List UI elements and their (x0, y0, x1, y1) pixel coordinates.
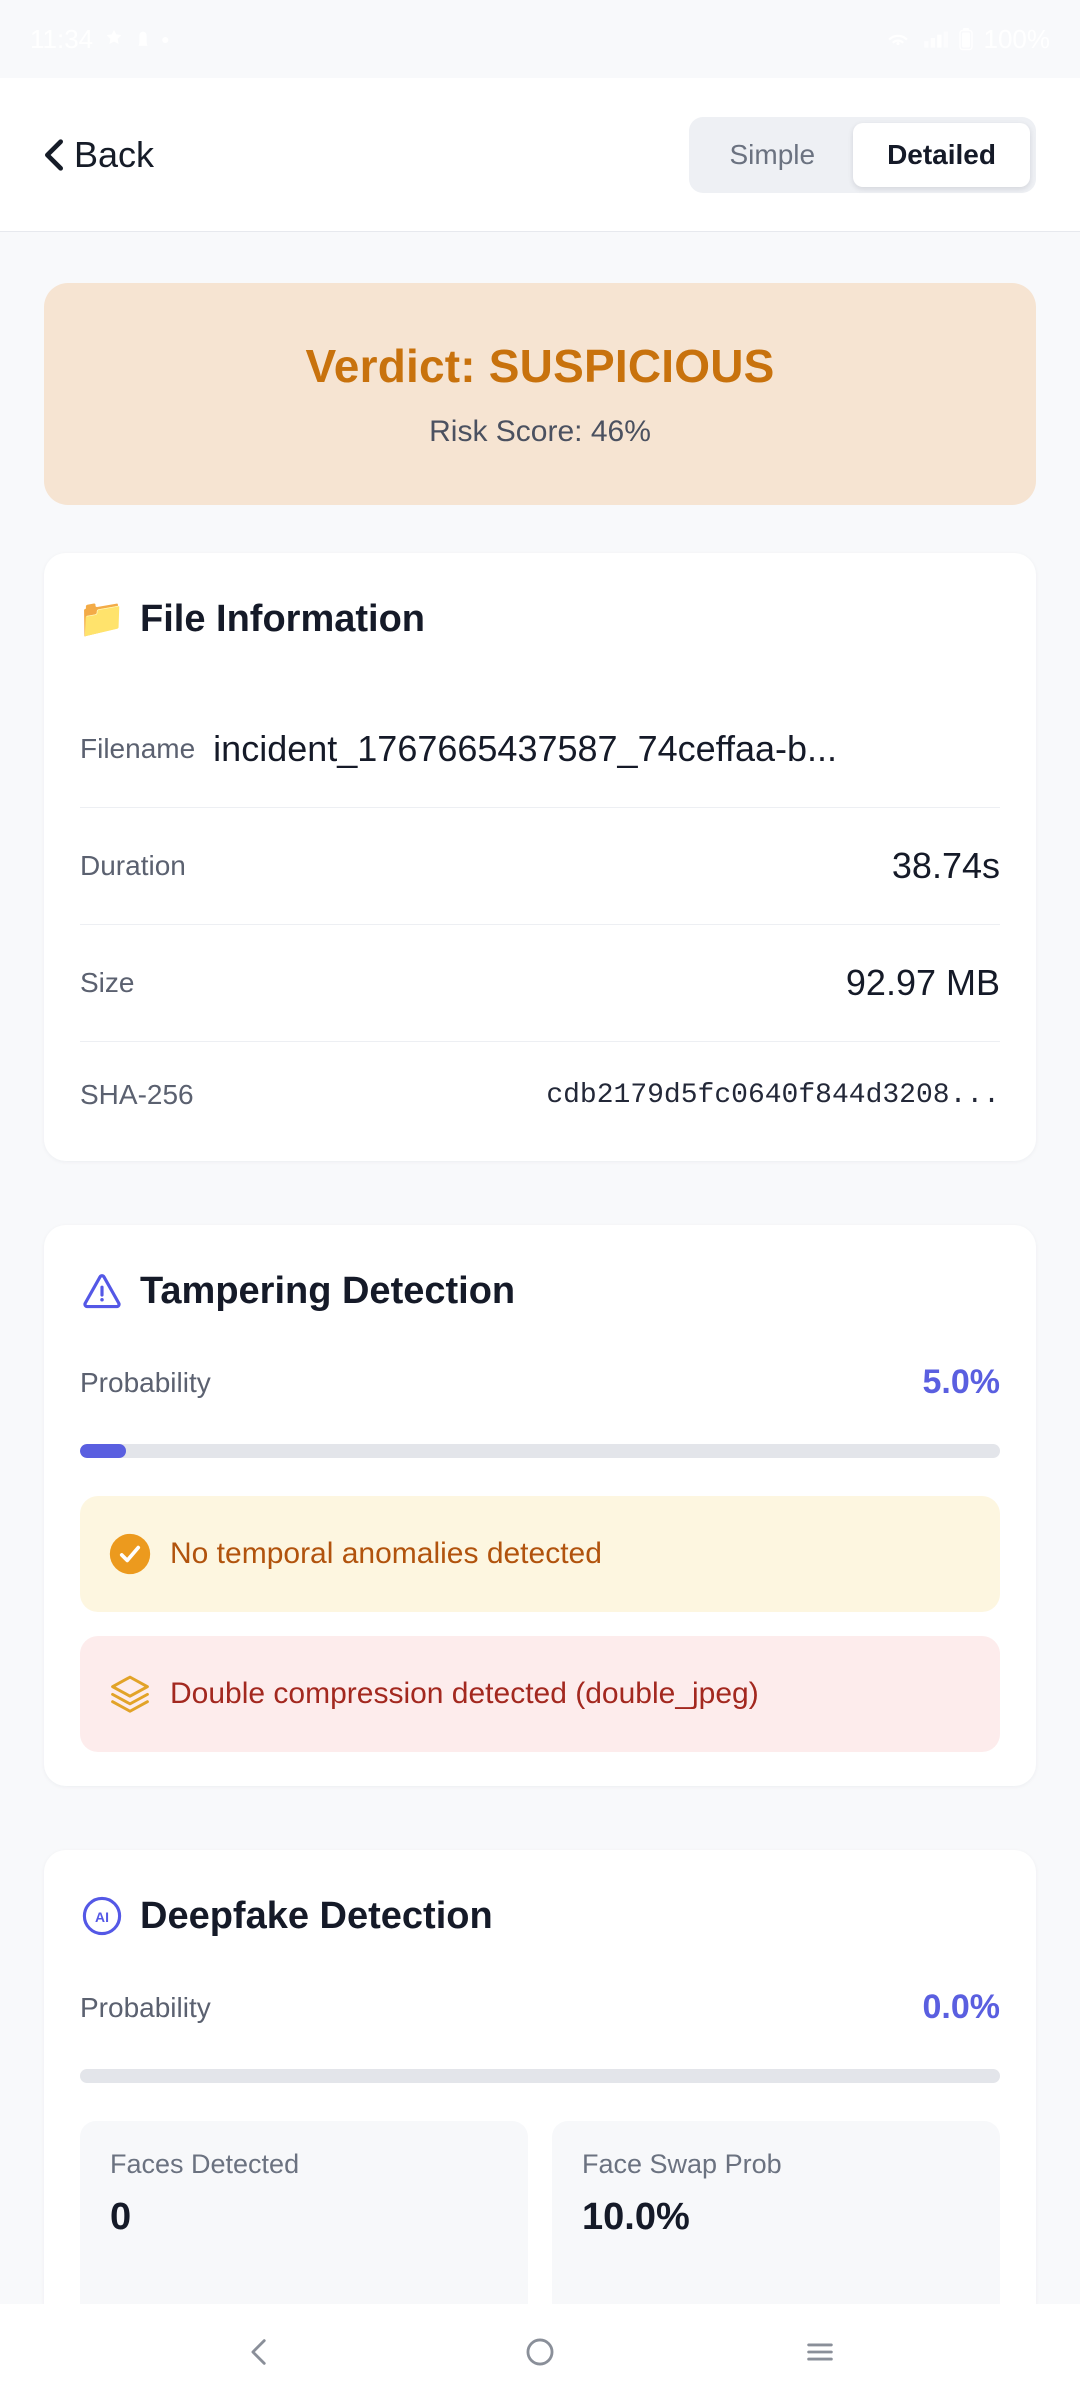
svg-text:AI: AI (95, 1909, 109, 1925)
